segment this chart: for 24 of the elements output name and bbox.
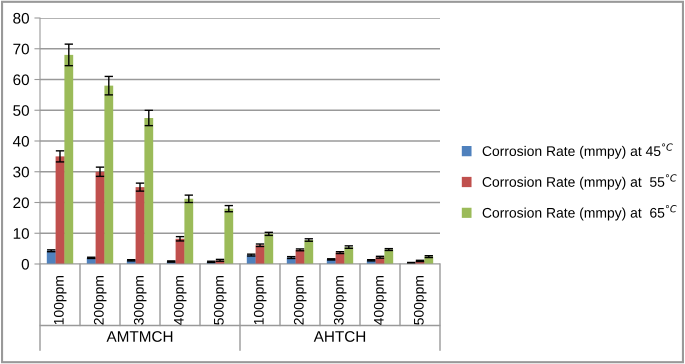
- y-tick-label: 40: [12, 136, 29, 147]
- x-tick-label: 400ppm: [174, 276, 186, 325]
- y-tick-label: 20: [13, 197, 29, 208]
- x-tick-label: 400ppm: [374, 276, 386, 325]
- x-tick-label: 100ppm: [254, 276, 266, 324]
- x-tick-label: 200ppm: [294, 276, 306, 325]
- x-tick-label: 500ppm: [414, 276, 426, 325]
- y-tick-label: 60: [13, 74, 29, 86]
- legend-label: Corrosion Rate (mmpy) at 55$^{°C}$: [482, 174, 677, 190]
- y-tick-label: 80: [13, 12, 29, 24]
- text: AHTCH: [314, 331, 366, 342]
- x-tick-label: 200ppm: [94, 276, 106, 325]
- y-tick-label: 50: [13, 105, 29, 116]
- x-tick-label: 300ppm: [134, 276, 146, 325]
- x-tick-label: 500ppm: [214, 276, 226, 325]
- x-tick-label: 100ppm: [54, 276, 66, 324]
- y-tick-label: 0: [22, 258, 29, 270]
- legend-label: Corrosion Rate (mmpy) at 65$^{°C}$: [482, 205, 677, 220]
- text: AMTMCH: [106, 331, 172, 342]
- legend-label: Corrosion Rate (mmpy) at 45$^{°C}$: [482, 143, 673, 159]
- y-tick-label: 10: [14, 228, 29, 239]
- y-tick-label: 30: [13, 166, 29, 178]
- x-tick-label: 300ppm: [334, 276, 346, 325]
- y-tick-label: 70: [13, 44, 29, 54]
